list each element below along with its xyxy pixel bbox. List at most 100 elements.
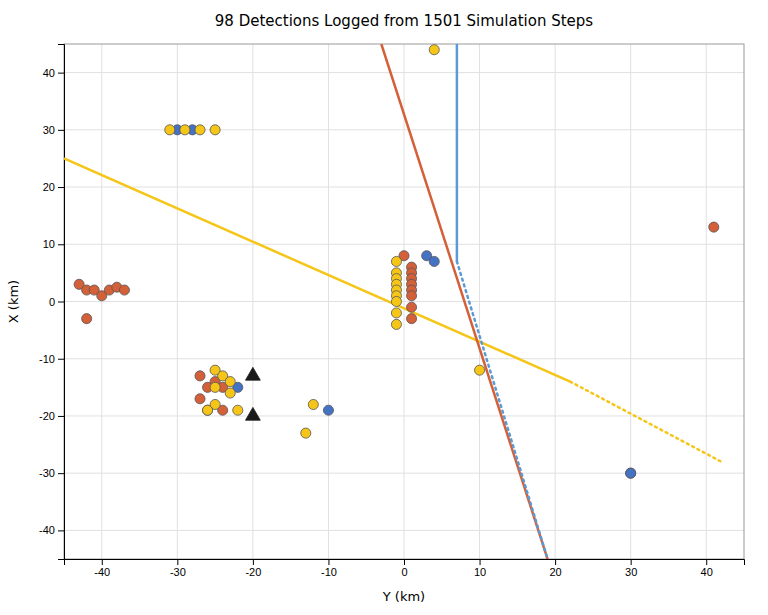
x-tick-label: 10 — [474, 566, 486, 578]
y-tick: -30 — [39, 467, 64, 479]
point — [119, 285, 129, 295]
point — [180, 125, 190, 135]
y-tick-label: -40 — [39, 524, 55, 536]
x-tick-label: -40 — [94, 566, 110, 578]
x-tick-mark — [706, 559, 707, 565]
y-tick: 10 — [43, 238, 64, 250]
point — [391, 256, 401, 266]
x-tick-mark — [555, 559, 556, 565]
x-tick-mark — [404, 559, 405, 565]
x-tick: 40 — [701, 559, 713, 578]
line — [457, 261, 548, 559]
x-tick-label: 0 — [401, 566, 407, 578]
x-tick: -20 — [245, 559, 261, 578]
point — [475, 365, 485, 375]
chart-svg: -40-30-20-10010203040-40-30-20-100102030… — [0, 0, 768, 615]
y-grid-line — [64, 72, 744, 73]
x-tick: -10 — [321, 559, 337, 578]
point — [233, 405, 243, 415]
point — [407, 291, 417, 301]
x-tick-mark — [328, 559, 329, 565]
point — [225, 377, 235, 387]
x-axis-title: Y (km) — [382, 589, 425, 604]
point-group — [165, 45, 485, 438]
point — [225, 388, 235, 398]
x-tick-mark — [102, 559, 103, 565]
triangle-point — [245, 367, 260, 380]
x-tick-label: 20 — [549, 566, 561, 578]
x-tick-mark — [480, 559, 481, 565]
x-tick: -30 — [170, 559, 186, 578]
y-grid-line — [64, 358, 744, 359]
x-tick-label: 40 — [701, 566, 713, 578]
point — [709, 222, 719, 232]
marks — [64, 44, 721, 559]
x-tick: 20 — [549, 559, 561, 578]
y-tick-label: -30 — [39, 467, 55, 479]
point — [203, 405, 213, 415]
point — [301, 428, 311, 438]
grid — [64, 44, 744, 559]
point — [195, 371, 205, 381]
point-group — [172, 125, 635, 478]
title: 98 Detections Logged from 1501 Simulatio… — [215, 12, 594, 30]
y-grid-line — [64, 301, 744, 302]
x-tick-mark — [631, 559, 632, 565]
point — [391, 319, 401, 329]
point — [323, 405, 333, 415]
y-tick-mark — [58, 359, 64, 360]
point — [391, 308, 401, 318]
plot-frame — [64, 44, 744, 559]
y-tick-mark — [58, 187, 64, 188]
plot: -40-30-20-10010203040-40-30-20-100102030… — [39, 44, 744, 578]
line — [381, 44, 547, 559]
y-tick: 20 — [43, 181, 64, 193]
y-grid-line — [64, 415, 744, 416]
point — [626, 468, 636, 478]
x-tick: 10 — [474, 559, 486, 578]
y-grid-line — [64, 244, 744, 245]
point — [195, 394, 205, 404]
x-axis-line — [65, 560, 745, 566]
x-tick-label: -20 — [245, 566, 261, 578]
y-tick-label: 0 — [49, 296, 55, 308]
y-axis: -40-30-20-10010203040 — [39, 45, 64, 560]
y-axis-title: X (km) — [6, 280, 21, 323]
y-grid-line — [64, 530, 744, 531]
y-tick-mark — [58, 473, 64, 474]
line — [456, 44, 459, 261]
y-tick-mark — [58, 416, 64, 417]
point-group — [245, 367, 260, 420]
y-grid-line — [64, 473, 744, 474]
point — [391, 296, 401, 306]
x-axis: -40 -30 -20 -10 0 10 20 30 40 — [65, 559, 745, 578]
x-tick: 0 — [401, 559, 407, 578]
point — [210, 125, 220, 135]
y-axis-line — [58, 45, 65, 560]
y-tick-mark — [58, 130, 64, 131]
point — [429, 45, 439, 55]
y-tick-label: 10 — [43, 238, 55, 250]
point — [82, 314, 92, 324]
point — [626, 468, 636, 478]
point — [407, 314, 417, 324]
y-tick-label: -10 — [39, 353, 55, 365]
y-tick-mark — [58, 244, 64, 245]
x-tick-label: -30 — [170, 566, 186, 578]
y-tick: -20 — [39, 410, 64, 422]
triangle-point — [245, 407, 260, 420]
point — [210, 382, 220, 392]
point — [203, 405, 213, 415]
y-tick: 40 — [43, 67, 64, 79]
point — [308, 399, 318, 409]
chart-container: -40-30-20-10010203040-40-30-20-100102030… — [0, 0, 768, 615]
y-tick: -40 — [39, 524, 64, 536]
y-tick-label: -20 — [39, 410, 55, 422]
y-tick: 0 — [49, 296, 64, 308]
x-tick: 30 — [625, 559, 637, 578]
x-tick-mark — [177, 559, 178, 565]
line — [64, 158, 570, 381]
y-tick-mark — [58, 302, 64, 303]
x-tick: -40 — [94, 559, 110, 578]
y-tick: -10 — [39, 353, 64, 365]
